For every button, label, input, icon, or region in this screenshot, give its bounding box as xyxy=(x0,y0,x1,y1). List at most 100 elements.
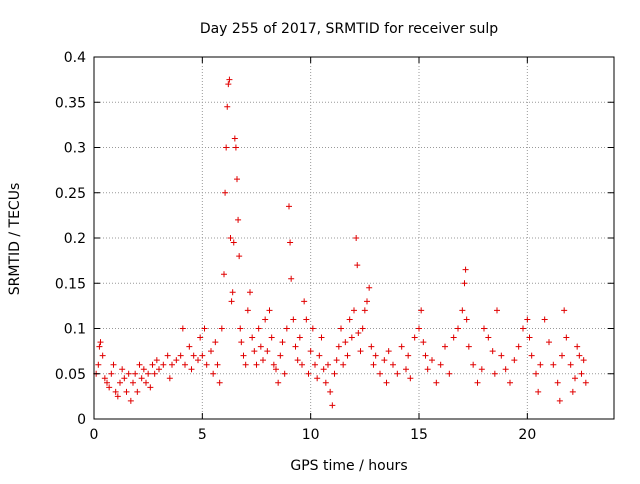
data-point xyxy=(569,388,576,395)
data-point xyxy=(450,334,457,341)
data-point xyxy=(273,366,279,373)
data-point xyxy=(108,370,115,377)
data-points xyxy=(93,76,589,409)
data-point xyxy=(372,352,379,359)
data-point xyxy=(520,325,526,332)
data-point xyxy=(322,379,329,386)
data-point xyxy=(188,366,195,373)
data-point xyxy=(524,316,531,323)
data-point xyxy=(422,352,429,359)
data-point xyxy=(138,375,145,382)
data-point xyxy=(470,361,477,368)
data-point xyxy=(316,352,323,359)
data-point xyxy=(526,334,533,341)
y-axis-label: SRMTID / TECUs xyxy=(7,183,23,296)
data-point xyxy=(533,370,539,377)
data-point xyxy=(511,357,518,364)
data-point xyxy=(433,379,440,386)
data-point xyxy=(576,352,583,359)
data-point xyxy=(405,352,412,359)
data-point xyxy=(247,289,253,296)
data-point xyxy=(97,339,104,346)
data-point xyxy=(535,388,542,395)
y-tick-label: 0.15 xyxy=(55,276,86,292)
data-point xyxy=(357,348,364,355)
data-point xyxy=(420,339,427,346)
data-point xyxy=(481,325,487,332)
data-point xyxy=(361,307,368,314)
data-point xyxy=(424,366,431,373)
data-point xyxy=(312,361,318,368)
data-point xyxy=(288,275,295,282)
data-point xyxy=(164,352,171,359)
grid xyxy=(94,57,614,419)
data-point xyxy=(264,348,271,355)
data-point xyxy=(385,348,392,355)
data-point xyxy=(478,366,485,373)
data-point xyxy=(234,176,240,183)
data-point xyxy=(203,361,210,368)
data-point xyxy=(253,361,260,368)
data-point xyxy=(123,388,130,395)
data-point xyxy=(346,316,353,323)
data-point xyxy=(314,375,321,382)
data-point xyxy=(132,370,139,377)
data-point xyxy=(197,334,204,341)
y-tick-label: 0.4 xyxy=(64,50,86,66)
y-tick-label: 0.25 xyxy=(55,186,86,202)
data-point xyxy=(390,361,396,368)
data-point xyxy=(292,343,299,350)
data-point xyxy=(494,307,500,314)
data-point xyxy=(177,352,184,359)
y-tick-label: 0.1 xyxy=(64,322,86,338)
data-point xyxy=(270,361,277,368)
data-point xyxy=(156,366,162,373)
data-point xyxy=(190,352,197,359)
x-tick-label: 10 xyxy=(302,427,320,443)
data-point xyxy=(418,307,425,314)
data-point xyxy=(277,352,284,359)
data-point xyxy=(216,379,223,386)
y-tick-label: 0.05 xyxy=(55,367,86,383)
data-point xyxy=(416,325,422,332)
data-point xyxy=(296,334,303,341)
data-point xyxy=(125,370,132,377)
data-point xyxy=(173,357,180,364)
data-point xyxy=(114,393,121,400)
data-point xyxy=(232,144,239,151)
data-point xyxy=(240,352,247,359)
data-point xyxy=(230,239,237,246)
data-point xyxy=(119,366,126,373)
data-point xyxy=(153,357,160,364)
data-point xyxy=(226,76,233,83)
data-point xyxy=(305,370,312,377)
data-point xyxy=(355,330,362,337)
data-point xyxy=(370,361,377,368)
y-tick-label: 0.35 xyxy=(55,95,86,111)
data-point xyxy=(101,375,108,382)
data-point xyxy=(149,361,156,368)
data-point xyxy=(224,103,231,110)
data-point xyxy=(338,325,344,332)
data-point xyxy=(201,325,208,332)
data-point xyxy=(556,397,563,404)
data-point xyxy=(147,384,154,391)
data-point xyxy=(145,370,152,377)
data-point xyxy=(366,284,373,291)
data-point xyxy=(429,357,435,364)
data-point xyxy=(99,352,106,359)
data-point xyxy=(299,361,305,368)
data-point xyxy=(383,379,390,386)
data-point xyxy=(572,375,578,382)
data-point xyxy=(136,361,143,368)
data-point xyxy=(195,357,201,364)
data-point xyxy=(140,366,147,373)
data-point xyxy=(498,352,505,359)
data-point xyxy=(199,352,206,359)
data-point xyxy=(455,325,461,332)
data-point xyxy=(237,325,244,332)
data-point xyxy=(179,325,186,332)
x-tick-label: 0 xyxy=(90,427,99,443)
data-point xyxy=(546,339,552,346)
